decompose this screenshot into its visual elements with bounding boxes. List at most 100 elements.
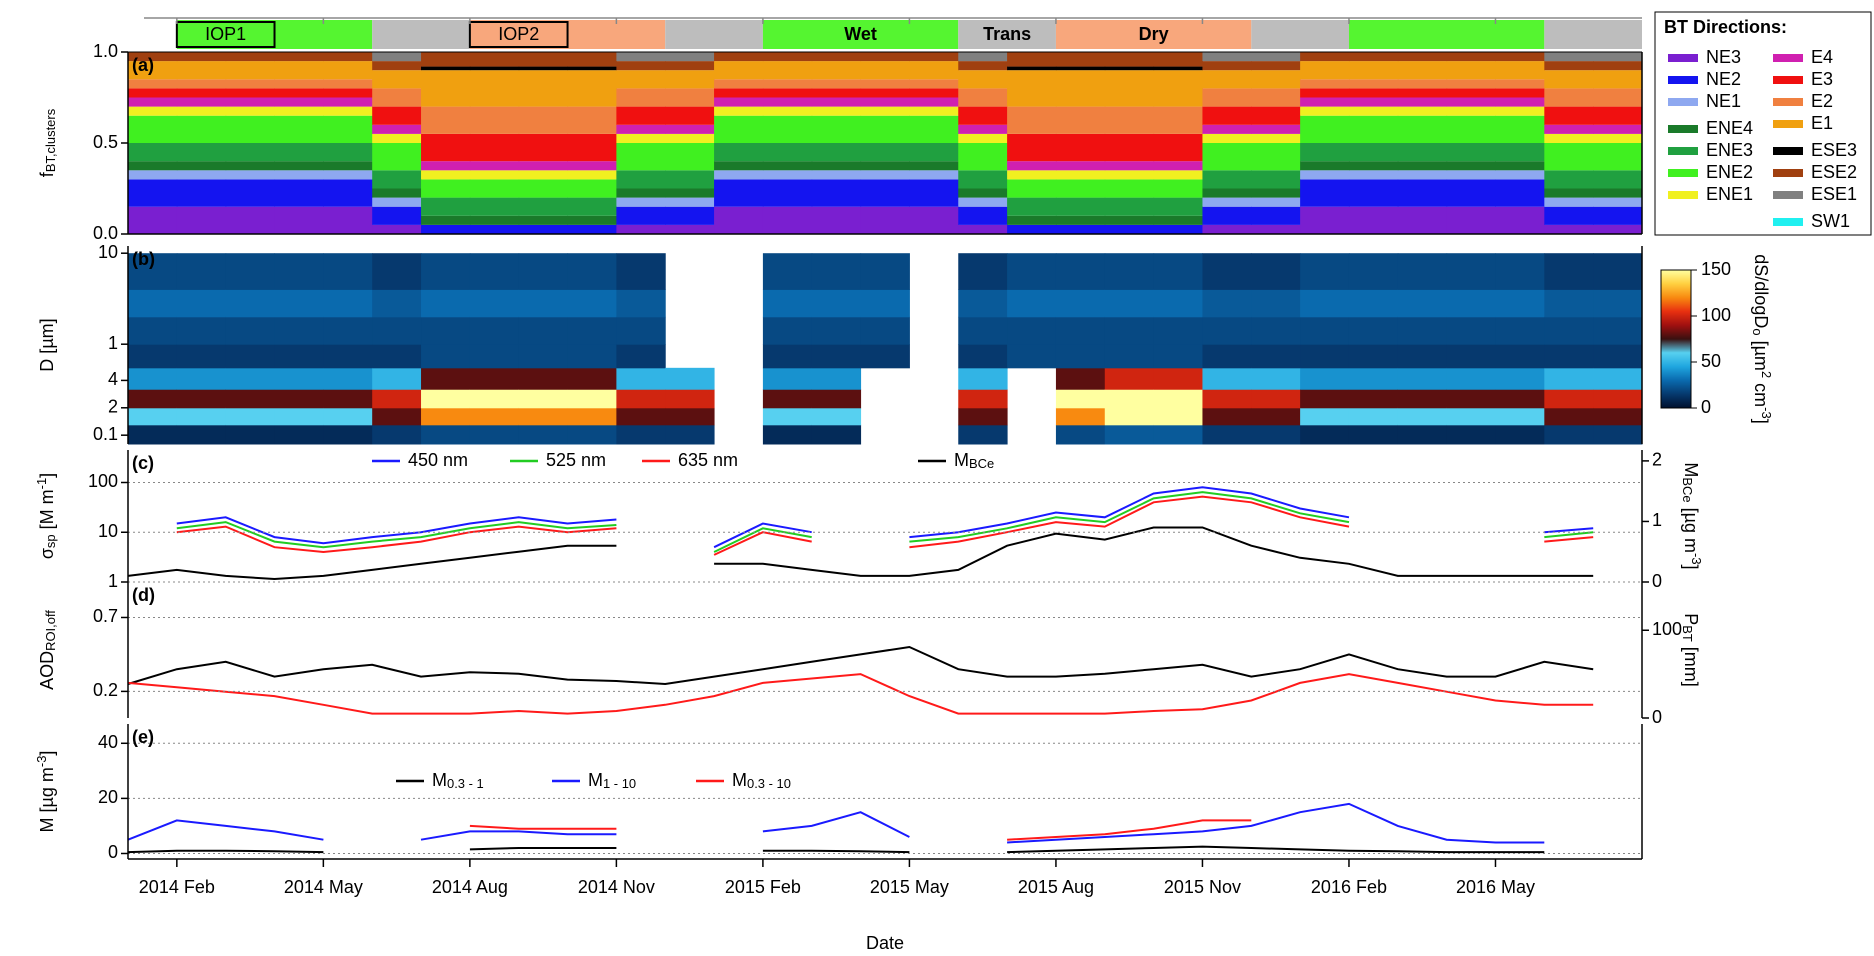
bar-segment [762,106,813,116]
label-part: M [432,770,447,790]
label-part: 0.3 - 10 [747,776,791,791]
heatmap-cell [1153,253,1203,290]
heatmap-cell [567,424,617,445]
heatmap-cell [225,344,276,369]
heatmap-cell [1348,253,1399,290]
x-axis-label: Date [866,933,904,953]
bar-segment [1446,61,1496,80]
heatmap-cell [1495,367,1545,390]
heatmap-cell [128,316,178,345]
bar-segment [1251,124,1301,134]
heatmap-cell [274,367,324,390]
bar-segment [1104,161,1155,171]
bar-segment [1153,224,1203,234]
bar-segment [909,206,959,234]
heatmap-cell [811,253,862,290]
y-tick-label: 4 [108,369,118,389]
label-part: 2 [1759,371,1774,378]
bar-segment [518,52,569,67]
heatmap-cell [1348,316,1399,345]
legend-label: 635 nm [678,450,738,470]
bar-segment [860,97,910,107]
bar-segment [128,52,178,62]
legend-swatch [1773,169,1803,177]
heatmap-cell [1055,367,1106,390]
heatmap-cell [1544,407,1594,426]
y-tick-label: 0.1 [93,424,118,444]
bar-segment [1251,170,1301,189]
bar-segment [567,179,617,198]
legend-label: NE3 [1706,47,1741,67]
bar-segment [1544,170,1594,189]
bar-segment [176,179,227,207]
bar-segment [421,70,471,107]
heatmap-cell [176,289,227,318]
heatmap-cell [1251,289,1301,318]
heatmap-cell [762,407,813,426]
heatmap-cell [762,424,813,445]
bar-segment [1104,52,1155,67]
heatmap-cell [616,389,666,409]
panel-label: (c) [132,453,154,473]
y2-tick-label: 100 [1652,619,1682,639]
heatmap-cell [1202,424,1252,445]
bar-segment [225,115,276,143]
bar-segment [1251,61,1301,71]
heatmap-cell [274,316,324,345]
x-tick-label: 2014 May [284,877,363,897]
label-part: BT [1680,625,1695,642]
bar-segment [762,206,813,234]
bar-segment [518,170,569,180]
bar-segment [1202,143,1252,171]
bar-segment [1153,170,1203,180]
heatmap-cell [372,389,422,409]
y2-tick-label: 2 [1652,450,1662,470]
bar-segment [1397,170,1448,180]
heatmap-cell [762,344,813,369]
bar-segment [225,143,276,162]
heatmap-cell [323,424,373,445]
y-tick-label: 0.2 [93,680,118,700]
bar-segment [1007,66,1057,71]
series-line [176,486,1594,549]
bar-segment [128,115,178,143]
colorbar-tick-label: 0 [1701,397,1711,417]
bar-segment [616,133,666,143]
bar-segment [518,161,569,171]
bar-segment [1495,206,1545,234]
heatmap-cell [518,424,569,445]
season-label: Dry [1139,24,1169,44]
heatmap-cell [1104,424,1155,445]
series-line [176,495,1594,556]
bar-segment [1055,197,1106,216]
heatmap-cell [372,424,422,445]
bar-segment [469,179,520,198]
bar-segment [665,70,715,89]
bar-segment [1104,224,1155,234]
legend-label: M0.3 - 1 [432,770,484,792]
bar-segment [469,224,520,234]
bar-segment [225,170,276,180]
bar-segment [1397,179,1448,207]
bar-segment [1348,52,1399,62]
bar-segment [860,52,910,62]
y-tick-label: 40 [98,732,118,752]
heatmap-cell [762,389,813,409]
bar-segment [1251,206,1301,225]
legend-swatch [1668,54,1698,62]
heatmap-cell [1544,424,1594,445]
heatmap-cell [1251,253,1301,290]
heatmap-cell [1593,367,1643,390]
x-tick-label: 2016 May [1456,877,1535,897]
heatmap-cell [469,289,520,318]
heatmap-cell [372,316,422,345]
bar-segment [1300,97,1350,107]
bar-segment [1153,161,1203,171]
heatmap-cell [274,389,324,409]
heatmap-cell [1446,316,1496,345]
bar-segment [274,97,324,107]
bar-segment [1251,143,1301,171]
bar-segment [1202,197,1252,207]
heatmap-cell [1544,389,1594,409]
